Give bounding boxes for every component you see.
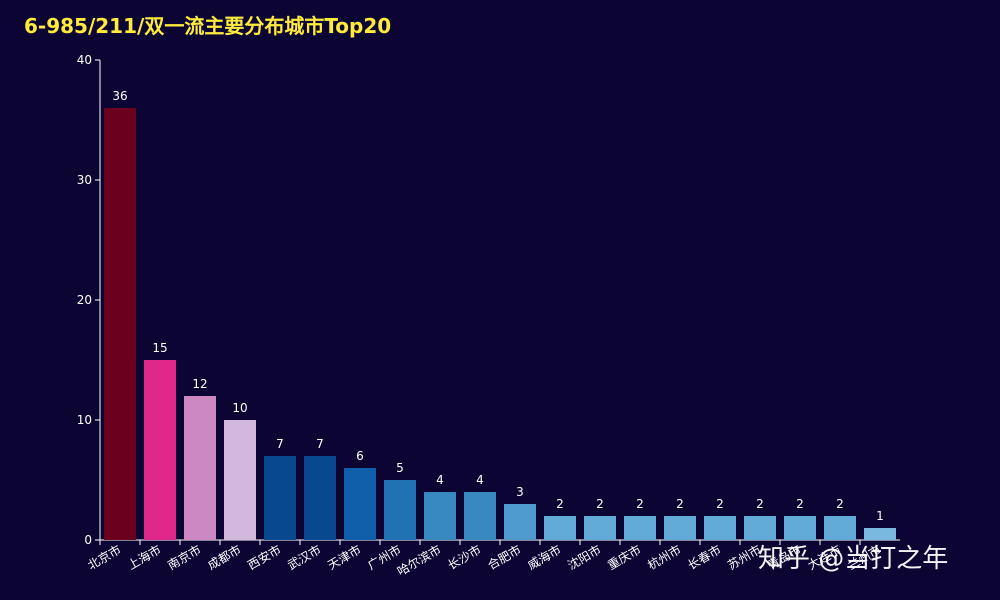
bar[interactable] <box>744 516 776 540</box>
bar-value-label: 3 <box>516 485 524 499</box>
bar[interactable] <box>144 360 176 540</box>
bar-value-label: 36 <box>112 89 127 103</box>
bar[interactable] <box>584 516 616 540</box>
x-tick-label: 南京市 <box>165 542 204 573</box>
y-tick-label: 30 <box>77 173 92 187</box>
bar[interactable] <box>184 396 216 540</box>
x-tick-label: 成都市 <box>205 542 244 573</box>
x-tick-label: 杭州市 <box>645 542 684 573</box>
x-tick-label: 合肥市 <box>485 542 524 573</box>
bar[interactable] <box>104 108 136 540</box>
x-tick-label: 上海市 <box>125 542 164 573</box>
bar[interactable] <box>704 516 736 540</box>
y-tick-label: 10 <box>77 413 92 427</box>
bar[interactable] <box>824 516 856 540</box>
bar[interactable] <box>224 420 256 540</box>
bar-value-label: 7 <box>276 437 284 451</box>
bar-value-label: 4 <box>436 473 444 487</box>
watermark: 知乎 @当打之年 <box>758 544 949 574</box>
bar[interactable] <box>544 516 576 540</box>
x-tick-label: 长沙市 <box>445 542 484 573</box>
bar[interactable] <box>624 516 656 540</box>
bar[interactable] <box>424 492 456 540</box>
bar-value-label: 7 <box>316 437 324 451</box>
bar[interactable] <box>304 456 336 540</box>
bar-value-label: 2 <box>716 497 724 511</box>
bar-value-label: 12 <box>192 377 207 391</box>
bar-value-label: 10 <box>232 401 247 415</box>
bar-value-label: 2 <box>756 497 764 511</box>
bar-value-label: 4 <box>476 473 484 487</box>
bar[interactable] <box>384 480 416 540</box>
y-tick-label: 40 <box>77 53 92 67</box>
bar-value-label: 6 <box>356 449 364 463</box>
bar[interactable] <box>864 528 896 540</box>
x-tick-label: 哈尔滨市 <box>394 542 443 579</box>
bar[interactable] <box>664 516 696 540</box>
x-tick-label: 长春市 <box>685 542 724 573</box>
y-tick-label: 20 <box>77 293 92 307</box>
x-tick-label: 沈阳市 <box>565 542 604 573</box>
x-tick-label: 天津市 <box>325 542 364 573</box>
bar[interactable] <box>344 468 376 540</box>
bar-value-label: 2 <box>596 497 604 511</box>
value-labels-group: 36 15 12 10 7 7 6 5 4 4 3 2 2 2 2 2 2 2 2 1 <box>112 89 883 523</box>
bar-value-label: 1 <box>876 509 884 523</box>
bar[interactable] <box>264 456 296 540</box>
bar[interactable] <box>784 516 816 540</box>
y-tick-label: 0 <box>84 533 92 547</box>
x-tick-label: 武汉市 <box>285 542 324 573</box>
chart-title: 6-985/211/双一流主要分布城市Top20 <box>24 14 392 38</box>
bars-group <box>104 108 896 540</box>
bar-value-label: 5 <box>396 461 404 475</box>
bar[interactable] <box>464 492 496 540</box>
bar-value-label: 15 <box>152 341 167 355</box>
x-tick-label: 重庆市 <box>605 542 644 573</box>
y-axis: 0 10 20 30 40 <box>77 53 101 547</box>
bar-value-label: 2 <box>636 497 644 511</box>
bar-value-label: 2 <box>676 497 684 511</box>
x-tick-label: 威海市 <box>525 542 564 573</box>
bar-value-label: 2 <box>796 497 804 511</box>
bar[interactable] <box>504 504 536 540</box>
bar-value-label: 2 <box>556 497 564 511</box>
x-tick-label: 西安市 <box>245 542 284 573</box>
bar-value-label: 2 <box>836 497 844 511</box>
